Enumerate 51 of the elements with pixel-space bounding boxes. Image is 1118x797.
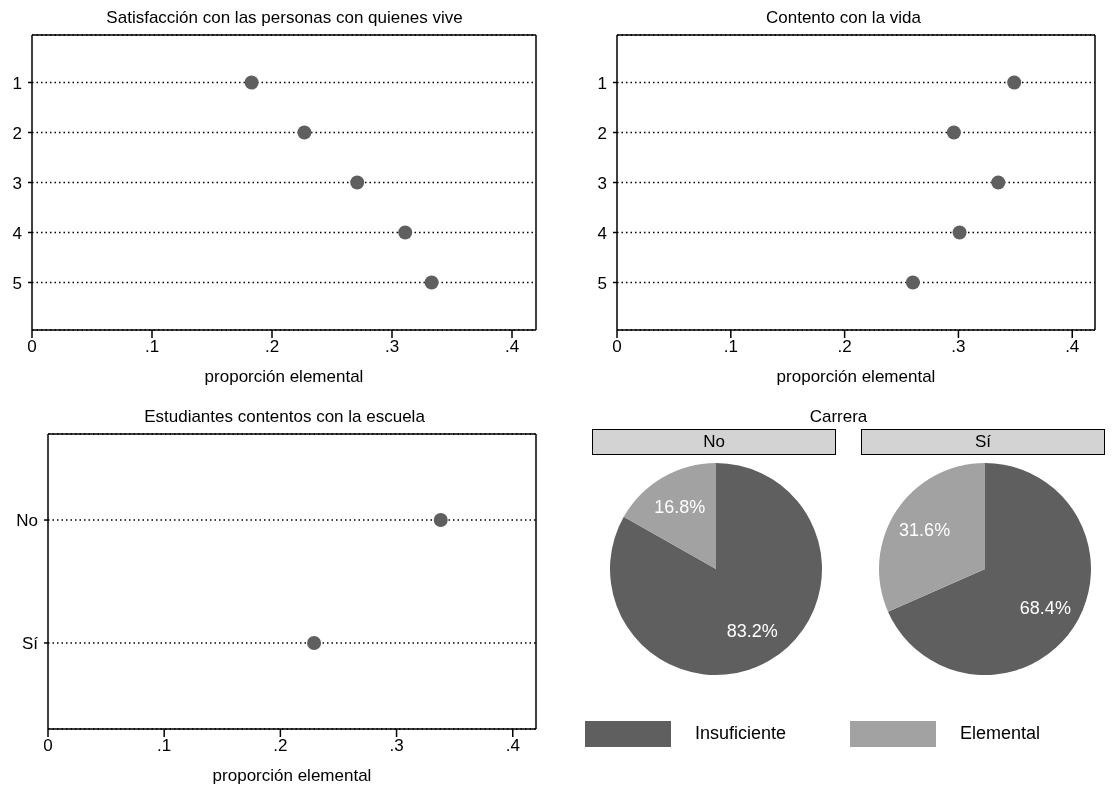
chart-title: Contento con la vida (765, 8, 922, 28)
point (1007, 75, 1022, 90)
chart-title: Carrera (808, 406, 869, 427)
x-tick-label: .1 (144, 337, 160, 357)
x-tick-label: .4 (1065, 337, 1080, 357)
x-tick-label: .3 (384, 337, 400, 357)
data-label: 83.2% (726, 620, 778, 641)
y-tick-label: 4 (12, 223, 22, 243)
point (297, 125, 312, 140)
y-tick-label: 2 (597, 123, 607, 143)
data-label: 31.6% (899, 519, 951, 540)
point (991, 175, 1006, 190)
point (952, 225, 967, 240)
point (244, 75, 259, 90)
x-tick-label: .2 (264, 337, 280, 357)
x-axis-title: proporción elemental (204, 367, 364, 386)
chart-title: Estudiantes contentos con la escuela (143, 406, 426, 427)
y-tick-label: No (16, 510, 38, 530)
x-tick-label: .3 (389, 735, 404, 755)
legend-label: Elemental (960, 723, 1041, 744)
x-axis-title: proporción elemental (212, 765, 372, 785)
y-tick-label: Sí (21, 633, 39, 653)
y-tick-label: 3 (12, 173, 22, 193)
y-tick-label: 1 (597, 73, 607, 93)
x-axis-title: proporción elemental (776, 367, 936, 386)
legend-label: Insuficiente (695, 723, 787, 744)
x-tick-label: .2 (837, 337, 852, 357)
data-label: 16.8% (654, 496, 706, 517)
y-tick-label: 1 (12, 73, 22, 93)
y-tick-label: 2 (12, 123, 22, 143)
y-tick-label: 4 (597, 223, 607, 243)
point (946, 125, 961, 140)
x-tick-label: 0 (43, 735, 53, 755)
y-tick-label: 3 (597, 173, 607, 193)
y-tick-label: 5 (12, 273, 22, 293)
x-tick-label: .4 (504, 337, 520, 357)
chart-title: Satisfacción con las personas con quienes vive (105, 8, 464, 28)
x-tick-label: .1 (157, 735, 172, 755)
point (905, 275, 920, 290)
x-tick-label: 0 (612, 337, 622, 357)
point (398, 225, 413, 240)
data-label: 68.4% (1019, 597, 1071, 618)
x-tick-label: .1 (723, 337, 738, 357)
point (350, 175, 365, 190)
x-tick-label: .2 (273, 735, 288, 755)
point (424, 275, 439, 290)
x-tick-label: .3 (951, 337, 966, 357)
x-tick-label: .4 (505, 735, 520, 755)
y-tick-label: 5 (597, 273, 607, 293)
slice-label: Sí (861, 428, 1105, 455)
x-tick-label: 0 (27, 337, 37, 357)
